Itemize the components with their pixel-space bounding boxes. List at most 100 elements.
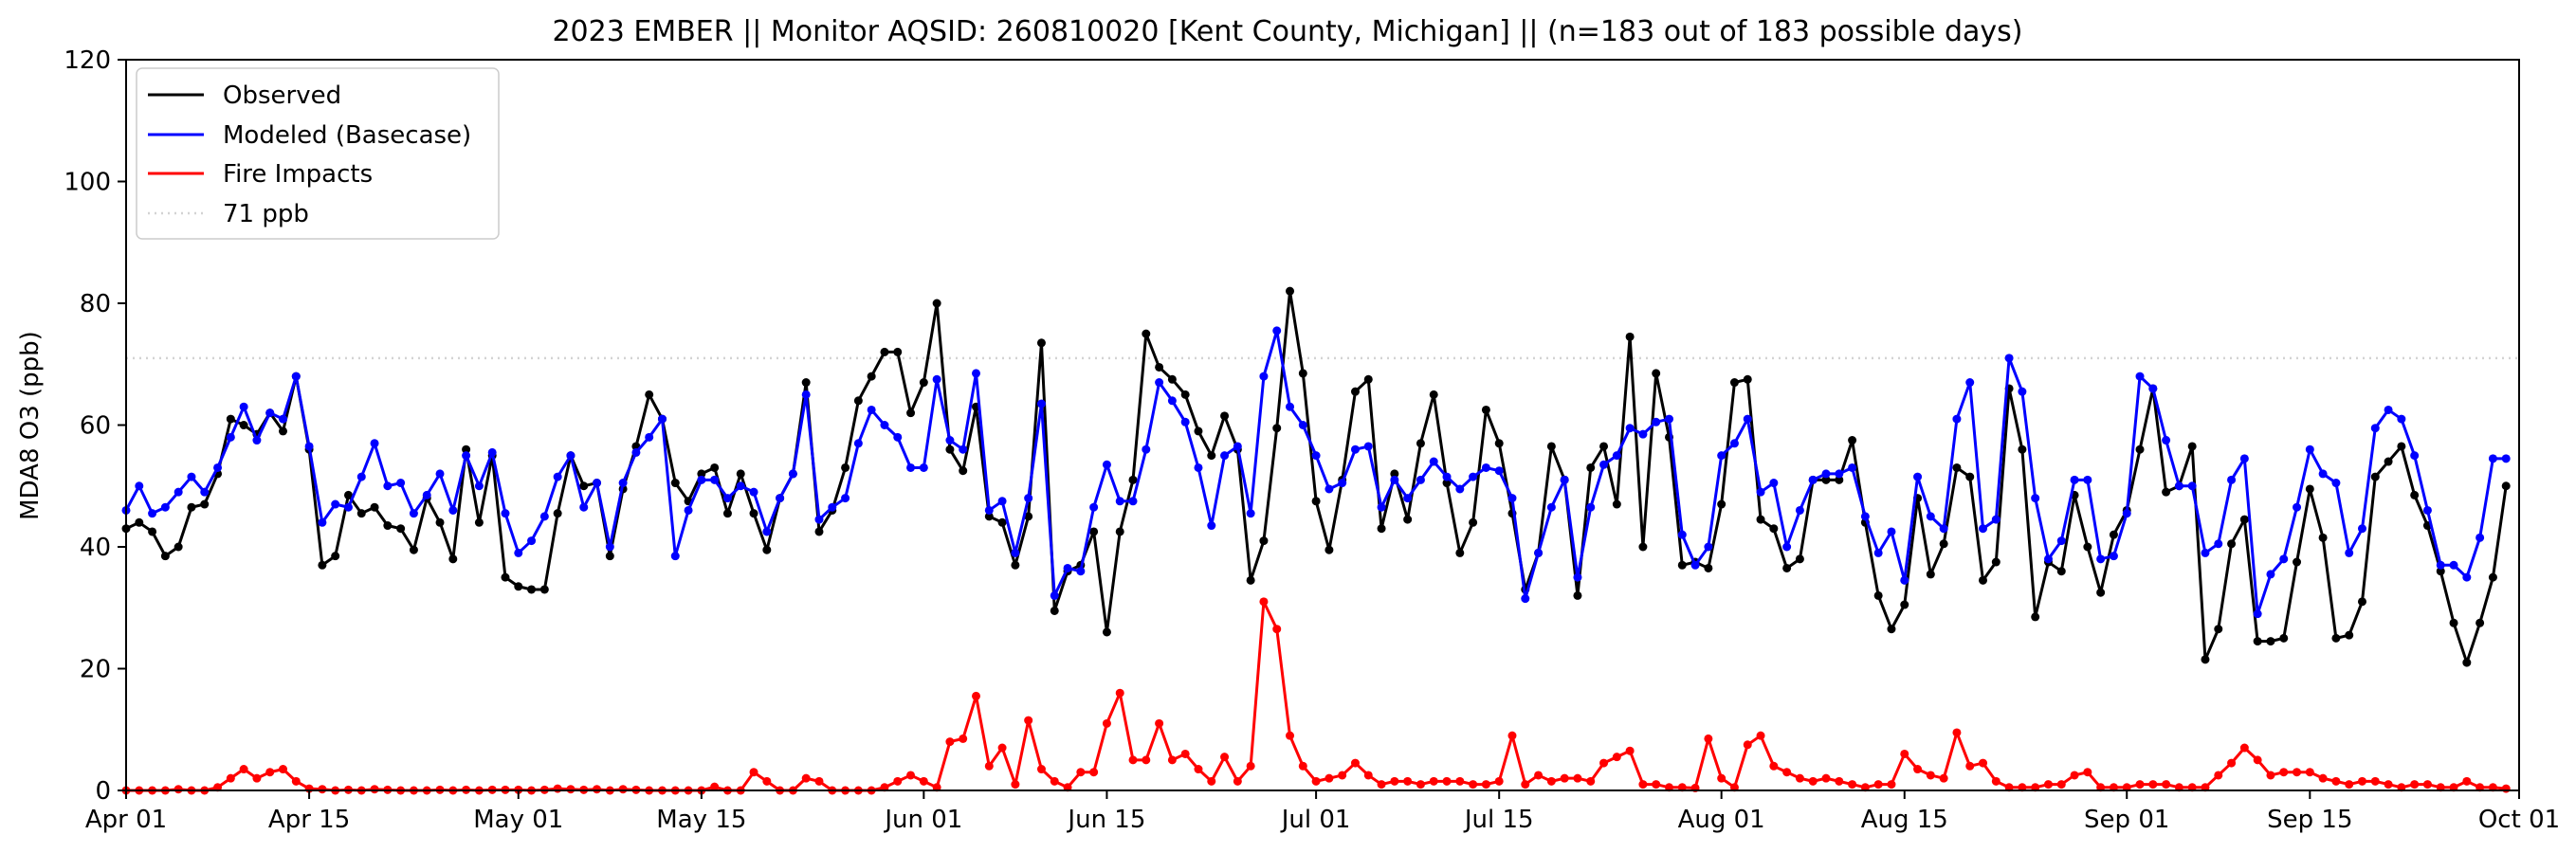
data-point-modeled-basecase [670,552,680,561]
data-point-modeled-basecase [1952,414,1962,424]
data-point-modeled-basecase [1979,524,1988,534]
x-tick-label: Jun 15 [1066,806,1145,834]
data-point-fire-impacts [566,785,575,794]
data-point-modeled-basecase [2318,469,2328,479]
data-point-modeled-basecase [2476,533,2485,542]
data-point-modeled-basecase [200,487,210,497]
data-point-modeled-basecase [710,475,720,484]
data-point-observed [1011,560,1020,570]
data-point-modeled-basecase [265,408,275,418]
data-point-observed [997,517,1007,527]
data-point-fire-impacts [959,734,968,743]
data-point-observed [1991,557,2001,567]
data-point-modeled-basecase [135,481,144,491]
data-point-modeled-basecase [1115,497,1124,506]
data-point-modeled-basecase [474,481,484,491]
data-point-fire-impacts [1194,765,1203,774]
series-modeled-basecase [121,326,2511,619]
data-point-modeled-basecase [828,502,837,512]
data-point-fire-impacts [1481,780,1490,789]
data-point-observed [1926,570,1935,579]
data-point-fire-impacts [1180,749,1190,758]
data-point-modeled-basecase [1507,494,1517,503]
data-point-modeled-basecase [1076,567,1086,576]
data-point-modeled-basecase [148,509,157,518]
data-point-observed [2135,445,2145,454]
data-point-fire-impacts [1939,773,1948,783]
data-point-fire-impacts [1756,731,1765,740]
data-point-modeled-basecase [2227,475,2237,484]
data-point-observed [2227,539,2237,549]
data-point-modeled-basecase [880,421,889,429]
data-point-observed [1311,497,1321,506]
data-point-modeled-basecase [2305,445,2314,454]
data-point-modeled-basecase [2174,481,2183,491]
data-point-fire-impacts [1782,768,1792,777]
data-point-modeled-basecase [1050,590,1059,600]
data-point-modeled-basecase [396,479,406,488]
data-point-modeled-basecase [2148,384,2158,393]
y-tick-label: 40 [80,534,111,562]
data-point-observed [1769,524,1779,534]
data-point-modeled-basecase [435,469,445,479]
data-point-observed [1469,517,1478,527]
data-point-observed [2239,515,2249,524]
data-point-modeled-basecase [736,481,745,491]
data-point-modeled-basecase [553,472,562,481]
data-point-observed [722,509,732,518]
data-point-modeled-basecase [1625,424,1635,433]
data-point-modeled-basecase [1690,560,1700,570]
data-point-observed [1429,390,1438,399]
data-point-fire-impacts [2214,771,2223,780]
data-point-fire-impacts [1900,749,1909,758]
data-point-observed [1142,329,1151,338]
data-point-modeled-basecase [2083,475,2092,484]
data-point-observed [2370,472,2380,481]
chart-title: 2023 EMBER || Monitor AQSID: 260810020 [… [552,15,2022,48]
data-point-observed [1259,536,1269,546]
data-point-modeled-basecase [1900,575,1909,585]
data-point-fire-impacts [1311,776,1321,786]
data-point-fire-impacts [1743,740,1752,750]
data-point-modeled-basecase [1494,466,1504,476]
data-point-modeled-basecase [2122,509,2131,518]
data-point-observed [2018,445,2027,454]
data-point-modeled-basecase [1298,421,1307,429]
data-point-observed [135,517,144,527]
data-point-observed [670,479,680,488]
data-point-observed [749,509,758,518]
data-point-fire-impacts [1167,755,1177,765]
data-point-modeled-basecase [370,439,379,448]
data-point-fire-impacts [2148,780,2158,789]
data-point-fire-impacts [1848,780,1857,789]
data-point-observed [1756,515,1765,524]
data-point-fire-impacts [1429,776,1438,786]
y-tick-label: 20 [80,656,111,684]
data-point-observed [1939,539,1948,549]
data-point-observed [645,390,654,399]
x-tick-label: Apr 15 [268,806,350,834]
data-point-modeled-basecase [291,372,301,381]
data-point-modeled-basecase [1220,451,1230,461]
data-point-observed [1167,374,1177,384]
data-point-observed [932,299,941,308]
data-point-fire-impacts [2056,780,2066,789]
data-point-modeled-basecase [1926,512,1935,521]
data-point-fire-impacts [2422,780,2432,789]
data-point-modeled-basecase [514,548,523,557]
data-point-fire-impacts [1560,773,1569,783]
data-point-observed [409,545,418,554]
data-point-modeled-basecase [932,374,941,384]
x-tick-label: May 01 [473,806,563,834]
data-point-observed [1704,563,1713,572]
data-point-observed [1050,606,1059,615]
data-point-fire-impacts [1821,773,1831,783]
data-point-modeled-basecase [1469,472,1478,481]
data-point-modeled-basecase [2436,560,2445,570]
data-point-modeled-basecase [539,512,549,521]
data-point-observed [1965,472,1975,481]
data-point-observed [2331,633,2341,643]
data-point-observed [1194,426,1203,436]
data-point-observed [1246,575,1255,585]
data-point-observed [1729,378,1739,388]
